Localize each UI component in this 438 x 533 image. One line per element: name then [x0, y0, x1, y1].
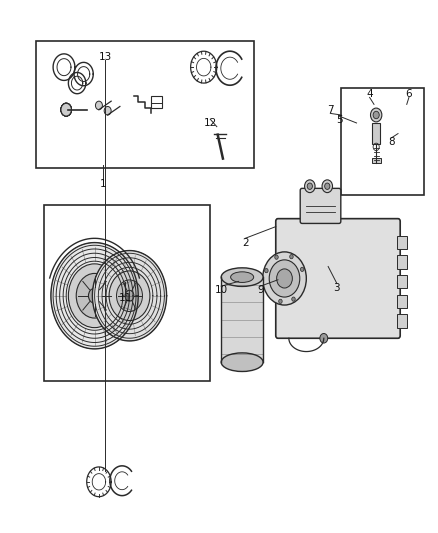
Circle shape	[292, 297, 295, 301]
Text: 3: 3	[334, 283, 340, 293]
Circle shape	[68, 264, 121, 328]
Ellipse shape	[221, 353, 263, 372]
Text: 8: 8	[388, 136, 395, 147]
Circle shape	[307, 183, 312, 189]
Bar	[397, 295, 407, 308]
Bar	[372, 123, 380, 144]
Circle shape	[265, 269, 268, 273]
Circle shape	[95, 101, 102, 110]
Circle shape	[104, 107, 111, 115]
FancyBboxPatch shape	[276, 219, 400, 338]
Bar	[397, 314, 407, 328]
Circle shape	[61, 103, 71, 116]
Bar	[35, 41, 254, 168]
Bar	[151, 96, 162, 108]
Bar	[221, 277, 263, 362]
Circle shape	[61, 103, 71, 116]
Circle shape	[300, 267, 304, 271]
Text: 12: 12	[204, 118, 217, 128]
Circle shape	[51, 243, 138, 349]
Circle shape	[117, 280, 142, 312]
Bar	[397, 275, 407, 288]
Circle shape	[371, 108, 382, 122]
Circle shape	[320, 334, 328, 343]
Bar	[44, 205, 210, 381]
Circle shape	[92, 251, 166, 341]
Circle shape	[61, 103, 71, 116]
Text: 11: 11	[119, 293, 132, 303]
Circle shape	[275, 255, 278, 260]
Circle shape	[61, 103, 71, 116]
Circle shape	[322, 180, 332, 192]
Circle shape	[373, 111, 379, 119]
Circle shape	[88, 288, 101, 303]
Bar	[372, 158, 381, 163]
Circle shape	[269, 260, 300, 297]
Circle shape	[279, 299, 282, 303]
Text: 7: 7	[327, 104, 334, 115]
Circle shape	[61, 103, 71, 116]
Text: 2: 2	[242, 238, 248, 247]
Circle shape	[290, 255, 293, 259]
Circle shape	[277, 269, 292, 288]
Circle shape	[125, 290, 134, 301]
Circle shape	[263, 252, 306, 305]
Text: 5: 5	[336, 115, 343, 125]
Bar	[397, 236, 407, 249]
Circle shape	[76, 273, 113, 318]
Circle shape	[61, 103, 71, 116]
Circle shape	[109, 271, 150, 320]
Circle shape	[304, 180, 315, 192]
Text: 13: 13	[99, 52, 112, 61]
Ellipse shape	[221, 268, 263, 286]
Circle shape	[325, 183, 330, 189]
FancyBboxPatch shape	[300, 188, 341, 223]
Text: 10: 10	[215, 286, 228, 295]
Text: 9: 9	[257, 286, 264, 295]
Text: 1: 1	[100, 179, 106, 189]
Text: 4: 4	[366, 88, 373, 99]
Text: 6: 6	[406, 88, 412, 99]
Bar	[397, 255, 407, 269]
Bar	[341, 88, 424, 195]
Ellipse shape	[231, 272, 254, 282]
